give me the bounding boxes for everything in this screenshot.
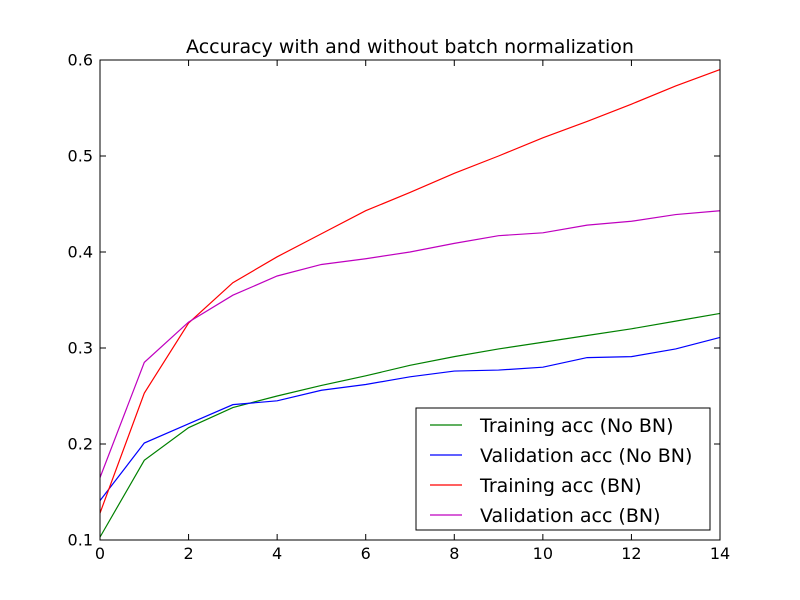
chart-title: Accuracy with and without batch normaliz… xyxy=(186,36,634,58)
legend-label: Training acc (BN) xyxy=(479,475,642,497)
x-tick-label: 2 xyxy=(183,544,193,563)
plot-frame xyxy=(99,59,721,541)
legend-label: Validation acc (No BN) xyxy=(480,445,692,467)
x-tick-label: 10 xyxy=(533,544,553,563)
series-line-2 xyxy=(99,336,721,502)
y-tick-label: 0.2 xyxy=(68,435,93,454)
series-line-4 xyxy=(99,210,721,478)
y-tick-label: 0.1 xyxy=(68,531,93,550)
y-tick-label: 0.5 xyxy=(68,147,93,166)
legend-label: Training acc (No BN) xyxy=(479,415,674,437)
x-axis: 0 2 4 6 8 10 12 14 xyxy=(95,60,730,563)
y-tick-label: 0.3 xyxy=(68,339,93,358)
y-tick-label: 0.4 xyxy=(68,243,93,262)
plot-lines xyxy=(99,69,721,538)
series-line-3 xyxy=(99,69,721,514)
legend-box xyxy=(415,407,711,531)
series-line-1 xyxy=(99,312,721,538)
x-tick-label: 0 xyxy=(95,544,105,563)
x-tick-label: 14 xyxy=(710,544,730,563)
x-tick-label: 8 xyxy=(449,544,459,563)
legend-label: Validation acc (BN) xyxy=(480,505,661,527)
y-tick-label: 0.6 xyxy=(68,51,93,70)
x-tick-label: 6 xyxy=(361,544,371,563)
y-axis: 0.1 0.2 0.3 0.4 0.5 0.6 xyxy=(68,51,720,550)
legend: Training acc (No BN) Validation acc (No B… xyxy=(415,407,711,531)
x-tick-label: 4 xyxy=(272,544,282,563)
x-tick-label: 12 xyxy=(621,544,641,563)
